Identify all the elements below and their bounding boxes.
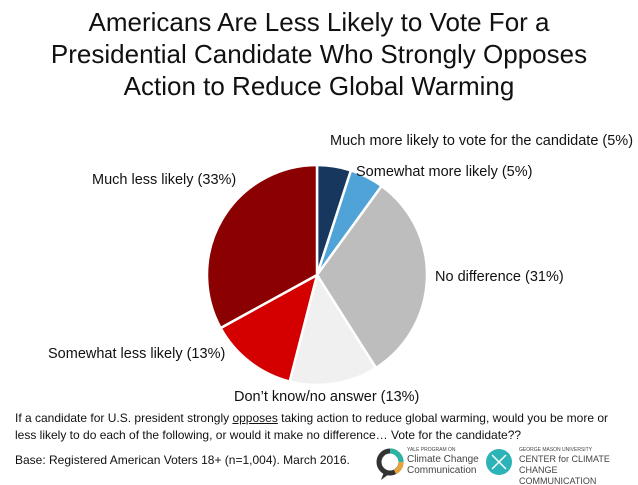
pie-slice-much-less xyxy=(205,163,319,330)
logo-text: GEORGE MASON UNIVERSITY xyxy=(519,447,593,453)
pie-slice-somewhat-less xyxy=(218,272,319,384)
gmu-logo: GEORGE MASON UNIVERSITY CENTER for CLIMA… xyxy=(519,447,638,485)
title-line: Americans Are Less Likely to Vote For a xyxy=(88,7,550,37)
slice-label-no-difference: No difference (31%) xyxy=(435,269,564,285)
title-line: Presidential Candidate Who Strongly Oppo… xyxy=(50,39,588,69)
logo-text: Communication xyxy=(407,465,477,476)
chart-title: Americans Are Less Likely to Vote For a … xyxy=(0,6,638,102)
pie-slice-no-difference xyxy=(315,184,429,370)
slice-label-somewhat-less: Somewhat less likely (13%) xyxy=(48,346,226,362)
slice-label-much-less: Much less likely (33%) xyxy=(92,172,237,188)
logo-text: CENTER for CLIMATE CHANGE xyxy=(519,454,610,475)
title-line: Action to Reduce Global Warming xyxy=(123,71,515,101)
logo-text: YALE PROGRAM ON xyxy=(407,447,456,453)
question-note: If a candidate for U.S. president strong… xyxy=(15,410,630,444)
question-emphasis: opposes xyxy=(232,411,278,425)
slice-label-dont-know: Don’t know/no answer (13%) xyxy=(234,389,420,405)
logo-text: Climate Change xyxy=(407,454,479,465)
slice-label-somewhat-more: Somewhat more likely (5%) xyxy=(356,164,533,180)
yale-logo: YALE PROGRAM ON Climate Change Communica… xyxy=(407,447,479,476)
logo-text: COMMUNICATION xyxy=(519,476,597,485)
question-text: If a candidate for U.S. president strong… xyxy=(15,411,233,425)
base-note: Base: Registered American Voters 18+ (n=… xyxy=(15,453,350,467)
question-text: taking action to reduce global warming, … xyxy=(15,411,609,442)
slice-label-much-more: Much more likely to vote for the candida… xyxy=(330,133,634,149)
